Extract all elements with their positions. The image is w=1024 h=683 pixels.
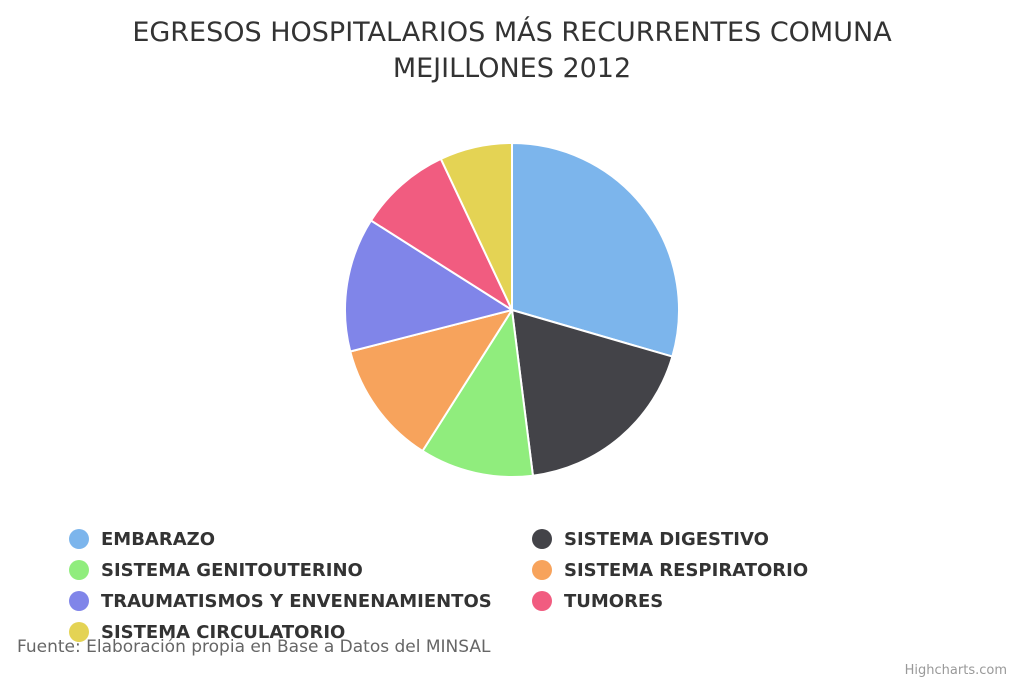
legend-item[interactable]: EMBARAZO (69, 529, 215, 550)
pie-slice-sistema-digestivo[interactable] (511, 309, 674, 477)
pie-slice-sistema-circulatorio[interactable] (439, 142, 513, 311)
legend-symbol (69, 622, 89, 642)
legend-label: SISTEMA RESPIRATORIO (564, 560, 808, 581)
legend-symbol (532, 591, 552, 611)
legend-symbol (532, 529, 552, 549)
pie-slice-embarazo[interactable] (511, 142, 680, 358)
legend-item[interactable]: SISTEMA GENITOUTERINO (69, 560, 363, 581)
legend-label: EMBARAZO (101, 529, 215, 550)
chart-title-line-2: MEJILLONES 2012 (393, 53, 631, 84)
legend-item[interactable]: TUMORES (532, 591, 663, 612)
pie-slice-sistema-respiratorio[interactable] (349, 309, 513, 452)
source-note: Fuente: Elaboración propia en Base a Dat… (17, 637, 491, 657)
pie-slice-tumores[interactable] (370, 157, 513, 311)
chart-title-line-1: EGRESOS HOSPITALARIOS MÁS RECURRENTES CO… (132, 16, 892, 48)
legend-symbol (69, 560, 89, 580)
legend-item[interactable]: SISTEMA CIRCULATORIO (69, 622, 345, 643)
legend-item[interactable]: SISTEMA RESPIRATORIO (532, 560, 808, 581)
legend-label: SISTEMA CIRCULATORIO (101, 622, 345, 643)
legend-symbol (69, 591, 89, 611)
pie-slice-sistema-genitouterino[interactable] (421, 309, 534, 478)
legend-label: TRAUMATISMOS Y ENVENENAMIENTOS (101, 591, 492, 612)
legend-item[interactable]: TRAUMATISMOS Y ENVENENAMIENTOS (69, 591, 492, 612)
legend-label: TUMORES (564, 591, 663, 612)
legend: EMBARAZO SISTEMA DIGESTIVO SISTEMA GENITOU… (69, 529, 808, 643)
legend-symbol (69, 529, 89, 549)
legend-label: SISTEMA DIGESTIVO (564, 529, 769, 550)
credits-link[interactable]: Highcharts.com (905, 663, 1007, 678)
pie-slices (344, 142, 680, 478)
legend-item[interactable]: SISTEMA DIGESTIVO (532, 529, 769, 550)
legend-symbol (532, 560, 552, 580)
pie-slice-traumatismos-y-envenenamientos[interactable] (344, 219, 513, 353)
legend-label: SISTEMA GENITOUTERINO (101, 560, 363, 581)
